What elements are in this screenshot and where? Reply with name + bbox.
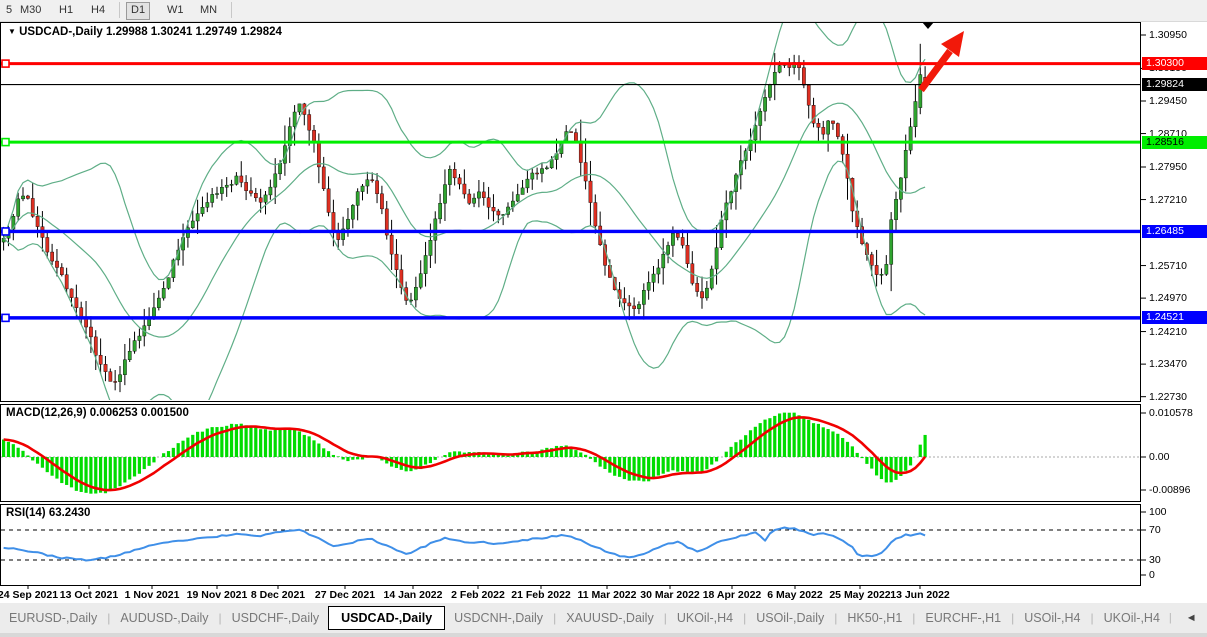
timeframe-button-mn[interactable]: MN <box>200 4 218 16</box>
timeframe-button-m30[interactable]: M30 <box>20 4 42 16</box>
date-label: 25 May 2022 <box>829 589 891 601</box>
triangle-marker-icon[interactable] <box>922 22 934 29</box>
chart-tab-audusd-daily[interactable]: AUDUSD-,Daily <box>120 611 209 625</box>
macd-tick: 0.00 <box>1149 451 1170 463</box>
hline-1.26485[interactable] <box>1 227 1140 236</box>
price-tick: 1.27210 <box>1149 193 1187 206</box>
price-badge: 1.28516 <box>1142 135 1207 149</box>
price-badge: 1.30300 <box>1142 57 1207 71</box>
tab-separator: | <box>834 611 838 625</box>
tabs-scroll-left-icon[interactable]: ◄ <box>1185 612 1197 624</box>
chart-expand-icon[interactable]: ▼ <box>8 27 16 36</box>
tab-separator: | <box>912 611 916 625</box>
timeframe-button-w1[interactable]: W1 <box>167 4 184 16</box>
macd-tick: -0.00896 <box>1149 484 1191 496</box>
timeframe-toolbar: 5 M30 H1 H4 D1 W1 MN <box>0 0 1207 22</box>
tab-separator: | <box>107 611 111 625</box>
tab-separator: | <box>663 611 667 625</box>
chart-tab-hk50-h1[interactable]: HK50-,H1 <box>847 611 903 625</box>
date-label: 30 Mar 2022 <box>640 589 700 601</box>
tab-separator: | <box>743 611 747 625</box>
chart-tab-xauusd-daily[interactable]: XAUUSD-,Daily <box>566 611 654 625</box>
statusbar-strip <box>0 633 1207 637</box>
date-label: 18 Apr 2022 <box>702 589 762 601</box>
chart-title: ▼ USDCAD-,Daily 1.29988 1.30241 1.29749 … <box>8 26 282 38</box>
rsi-tick: 0 <box>1149 569 1155 581</box>
chart-tab-usoil-daily[interactable]: USOil-,Daily <box>756 611 825 625</box>
timeframe-button-h4[interactable]: H4 <box>91 4 106 16</box>
chart-tab-usdcnh-daily[interactable]: USDCNH-,Daily <box>454 611 544 625</box>
rsi-tick: 70 <box>1149 524 1161 536</box>
date-label: 2 Feb 2022 <box>451 589 505 601</box>
chart-tab-eurchf-h1[interactable]: EURCHF-,H1 <box>925 611 1002 625</box>
price-badge: 1.26485 <box>1142 224 1207 238</box>
chart-tab-usdchf-daily[interactable]: USDCHF-,Daily <box>231 611 320 625</box>
macd-chart-area <box>1 412 1140 494</box>
price-tick: 1.27950 <box>1149 161 1187 173</box>
date-label: 13 Jun 2022 <box>890 589 950 601</box>
macd-label: MACD(12,26,9) 0.006253 0.001500 <box>6 407 189 419</box>
main-panel-frame <box>0 22 1141 402</box>
chart-tab-eurusd-daily[interactable]: EURUSD-,Daily <box>9 611 98 625</box>
trend-arrow[interactable] <box>918 31 964 93</box>
chart-tab-usdcad-daily[interactable]: USDCAD-,Daily <box>328 606 446 630</box>
toolbar-separator <box>231 2 232 18</box>
tab-separator: | <box>1168 612 1172 624</box>
date-label: 14 Jan 2022 <box>383 589 443 601</box>
chart-tab-usoil-h4[interactable]: USOil-,H4 <box>1024 611 1081 625</box>
timeframe-button-h1[interactable]: H1 <box>59 4 74 16</box>
tab-separator: | <box>1090 611 1094 625</box>
rsi-panel-frame <box>0 504 1141 586</box>
hline-1.28516[interactable] <box>1 137 1140 147</box>
tab-separator: | <box>1011 611 1015 625</box>
price-tick: 1.29450 <box>1149 95 1187 107</box>
price-tick: 1.30950 <box>1149 29 1187 41</box>
toolbar-separator <box>119 2 120 18</box>
hline-1.24521[interactable] <box>1 313 1140 323</box>
price-tick: 1.24970 <box>1149 292 1187 305</box>
date-label: 21 Feb 2022 <box>511 589 571 601</box>
rsi-line <box>3 526 926 562</box>
date-label: 11 Mar 2022 <box>577 589 637 601</box>
hline-1.303[interactable] <box>1 59 1140 68</box>
price-tick: 1.23470 <box>1149 358 1187 371</box>
price-tick: 1.22730 <box>1149 390 1187 403</box>
date-label: 27 Dec 2021 <box>314 589 376 601</box>
rsi-tick: 100 <box>1149 506 1167 518</box>
tab-separator: | <box>218 611 222 625</box>
rsi-label: RSI(14) 63.2430 <box>6 507 91 519</box>
date-label: 19 Nov 2021 <box>186 589 248 601</box>
date-label: 1 Nov 2021 <box>124 589 180 601</box>
date-label: 13 Oct 2021 <box>59 589 119 601</box>
chart-tab-ukoil-h4[interactable]: UKOil-,H4 <box>1103 611 1160 625</box>
price-badge: 1.29824 <box>1142 78 1207 92</box>
macd-tick: 0.010578 <box>1149 407 1193 419</box>
rsi-tick: 30 <box>1149 554 1161 566</box>
macd-signal-line <box>3 416 927 492</box>
date-label: 8 Dec 2021 <box>250 589 306 601</box>
date-label: 6 May 2022 <box>767 589 823 601</box>
price-tick: 1.25710 <box>1149 259 1187 272</box>
timeframe-button-5[interactable]: 5 <box>6 4 13 16</box>
bollinger-band-upper <box>3 23 926 281</box>
tab-separator: | <box>553 611 557 625</box>
symbol-tabbar: EURUSD-,Daily | AUDUSD-,Daily | USDCHF-,Dail… <box>0 603 1207 633</box>
price-badge: 1.24521 <box>1142 311 1207 325</box>
price-tick: 1.24210 <box>1149 325 1187 338</box>
chart-title-text: USDCAD-,Daily 1.29988 1.30241 1.29749 1.… <box>19 26 282 38</box>
date-label: 24 Sep 2021 <box>0 589 59 601</box>
timeframe-button-d1[interactable]: D1 <box>126 2 151 20</box>
chart-tab-ukoil-h4[interactable]: UKOil-,H4 <box>676 611 734 625</box>
rsi-chart-area <box>1 526 1140 562</box>
